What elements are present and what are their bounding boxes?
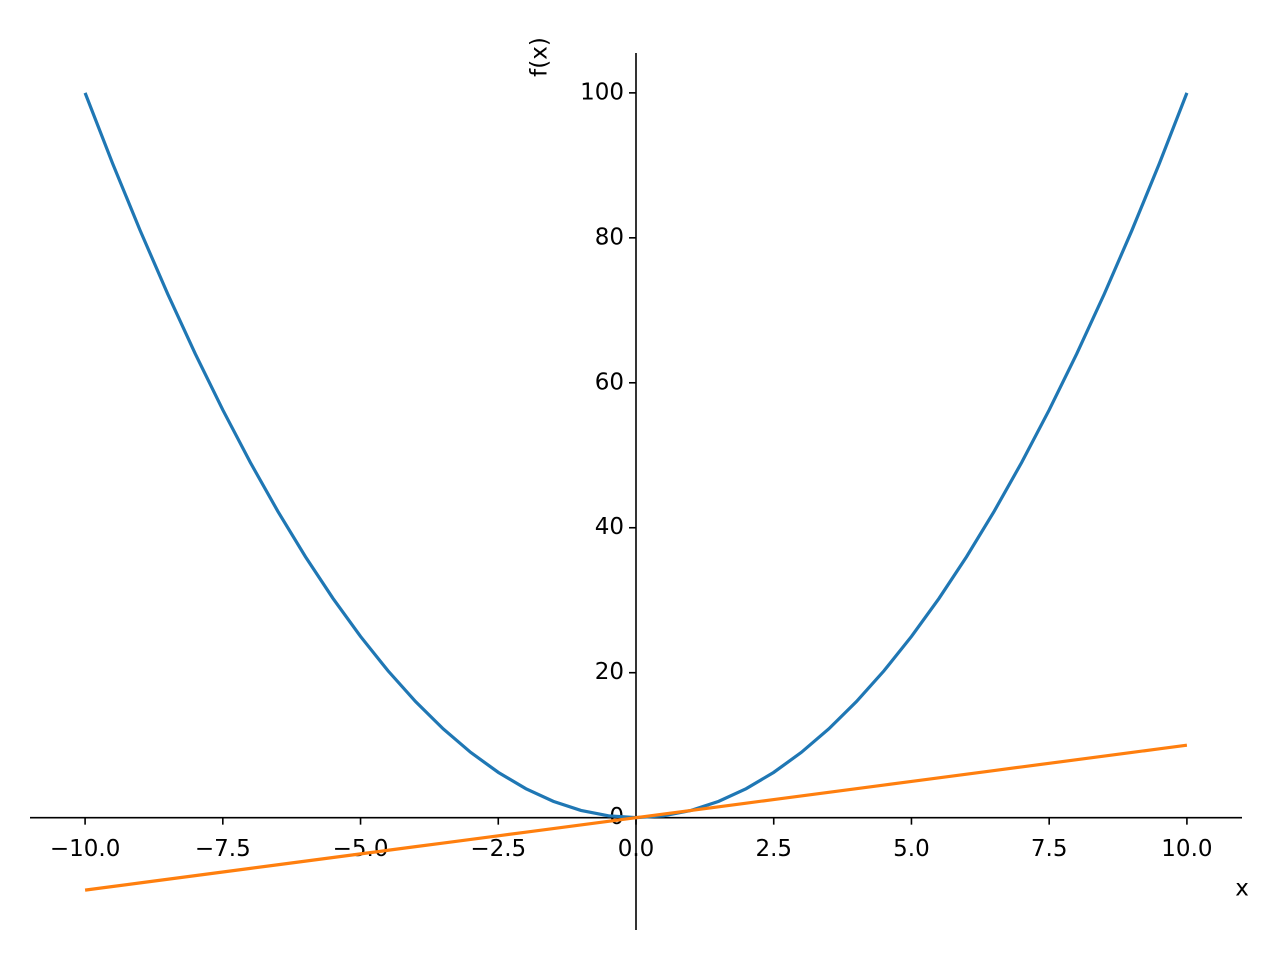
y-axis-label: f(x): [527, 37, 553, 77]
y-tick-label: 80: [595, 224, 624, 250]
y-tick-label: 20: [595, 659, 624, 685]
x-tick-label: 2.5: [755, 836, 792, 862]
x-tick-label: 0.0: [618, 836, 655, 862]
x-tick-label: 5.0: [893, 836, 930, 862]
x-axis-label: x: [1235, 876, 1249, 902]
x-tick-label: −2.5: [470, 836, 526, 862]
line-series: [84, 743, 1188, 892]
x-tick-label: −10.0: [50, 836, 120, 862]
x-tick-label: 7.5: [1031, 836, 1068, 862]
y-tick-label: 40: [595, 514, 624, 540]
x-tick-label: 10.0: [1161, 836, 1212, 862]
y-tick-label: 60: [595, 369, 624, 395]
x-tick-label: −5.0: [333, 836, 389, 862]
x-tick-label: −7.5: [195, 836, 251, 862]
y-tick-label: 100: [580, 79, 624, 105]
